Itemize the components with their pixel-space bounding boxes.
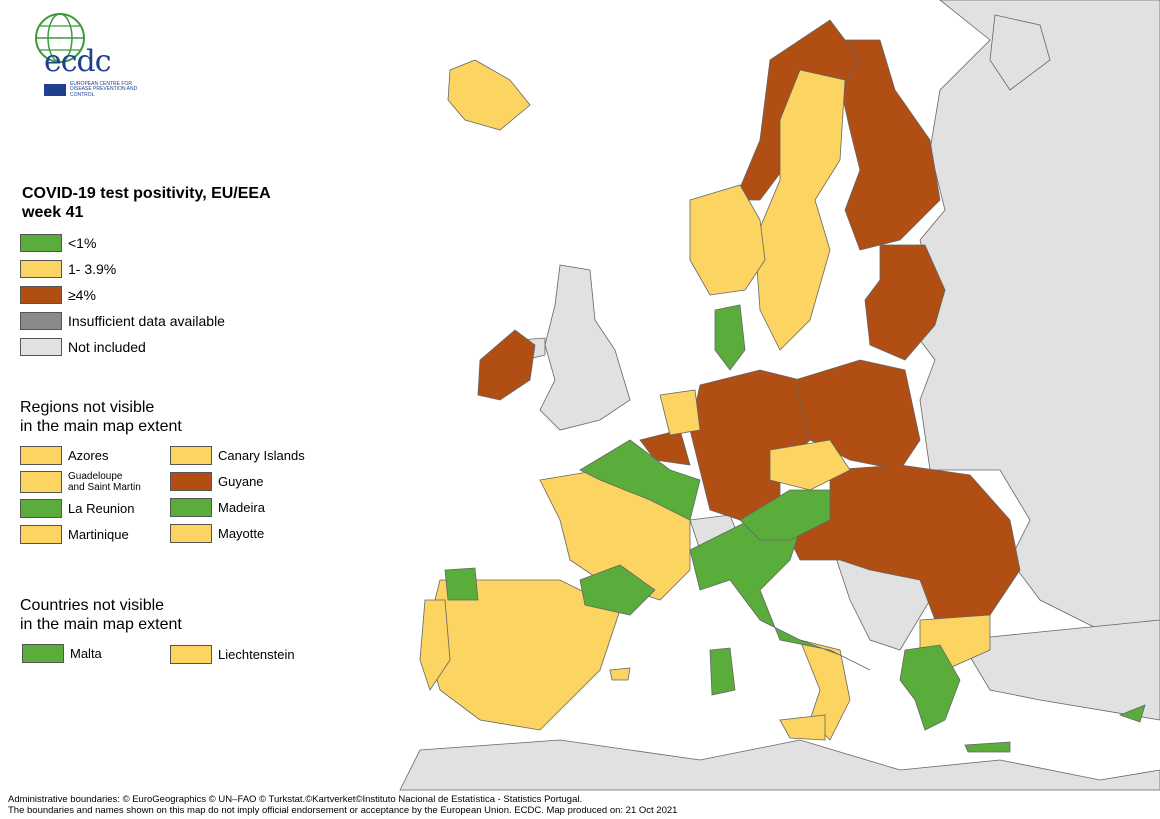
region-label: Canary Islands bbox=[218, 448, 305, 463]
region-swatch bbox=[20, 525, 62, 544]
region-azores: Azores bbox=[20, 446, 108, 465]
legend-swatch bbox=[20, 234, 62, 252]
region-canary-islands: Canary Islands bbox=[170, 446, 305, 465]
regions-section-title: Regions not visible in the main map exte… bbox=[20, 398, 260, 436]
legend-title-line1: COVID-19 test positivity, EU/EEA bbox=[22, 185, 271, 202]
legend-swatch bbox=[20, 260, 62, 278]
country-label: Malta bbox=[70, 646, 102, 661]
czechia bbox=[769, 439, 851, 491]
region-label: Mayotte bbox=[218, 526, 265, 541]
ireland bbox=[477, 329, 536, 401]
legend-item-label: ≥4% bbox=[68, 287, 96, 303]
country-label: Liechtenstein bbox=[218, 647, 295, 662]
galicia bbox=[444, 567, 479, 601]
footer-notes: Administrative boundaries: © EuroGeograp… bbox=[8, 794, 1148, 816]
balearic-islands bbox=[609, 667, 631, 681]
portugal bbox=[419, 599, 451, 691]
legend-item-not-included: Not included bbox=[20, 338, 146, 356]
legend-title: COVID-19 test positivity, EU/EEA week 41 bbox=[22, 184, 352, 222]
region-label: Azores bbox=[68, 448, 109, 463]
region-label-line1: Guadeloupe bbox=[68, 471, 123, 482]
region-swatch bbox=[20, 499, 62, 518]
france-south bbox=[579, 564, 656, 616]
cyprus bbox=[1118, 704, 1146, 723]
region-label: Madeira bbox=[218, 500, 265, 515]
southern-italy bbox=[799, 639, 851, 741]
belgium bbox=[639, 429, 691, 466]
legend-item-label: 1- 3.9% bbox=[68, 261, 117, 277]
legend-item-low: <1% bbox=[20, 234, 96, 252]
region-swatch bbox=[170, 446, 212, 465]
region-swatch bbox=[170, 498, 212, 517]
legend-item-label: Insufficient data available bbox=[68, 313, 225, 329]
greece bbox=[899, 644, 961, 731]
countries-title-line2: in the main map extent bbox=[20, 616, 182, 633]
legend-swatch bbox=[20, 338, 62, 356]
footer-line1: Administrative boundaries: © EuroGeograp… bbox=[8, 794, 583, 805]
region-label-line2: and Saint Martin bbox=[68, 482, 141, 493]
denmark bbox=[714, 304, 746, 371]
region-guadeloupe: Guadeloupe and Saint Martin bbox=[20, 471, 141, 493]
region-label: Guyane bbox=[218, 474, 264, 489]
country-swatch bbox=[170, 645, 212, 664]
logo-text: ecdc bbox=[44, 44, 112, 79]
legend-swatch bbox=[20, 312, 62, 330]
regions-title-line1: Regions not visible bbox=[20, 399, 155, 416]
norway-west-coast bbox=[989, 14, 1051, 91]
region-la-reunion: La Reunion bbox=[20, 499, 135, 518]
legend-item-label: <1% bbox=[68, 235, 97, 251]
region-swatch bbox=[170, 524, 212, 543]
france-north bbox=[579, 439, 701, 521]
region-label: Guadeloupe and Saint Martin bbox=[68, 471, 141, 493]
iceland bbox=[447, 59, 531, 131]
sardinia bbox=[709, 647, 736, 696]
ecdc-logo bbox=[22, 8, 142, 104]
region-mayotte: Mayotte bbox=[170, 524, 264, 543]
baltic-states bbox=[864, 244, 946, 361]
netherlands bbox=[659, 389, 701, 436]
legend-item-label: Not included bbox=[68, 339, 146, 355]
legend-item-medium: 1- 3.9% bbox=[20, 260, 116, 278]
region-swatch bbox=[20, 471, 62, 493]
low-positivity-areas bbox=[444, 304, 1146, 753]
sicily bbox=[779, 714, 826, 741]
finland bbox=[829, 39, 941, 251]
sweden bbox=[754, 69, 846, 351]
region-swatch bbox=[20, 446, 62, 465]
country-malta: Malta bbox=[22, 644, 102, 663]
regions-title-line2: in the main map extent bbox=[20, 418, 182, 435]
region-swatch bbox=[170, 472, 212, 491]
austria-slovenia bbox=[739, 489, 831, 541]
region-madeira: Madeira bbox=[170, 498, 265, 517]
eu-flag-icon bbox=[44, 84, 66, 96]
legend-swatch bbox=[20, 286, 62, 304]
crete bbox=[964, 741, 1011, 753]
country-liechtenstein: Liechtenstein bbox=[170, 645, 295, 664]
countries-section-title: Countries not visible in the main map ex… bbox=[20, 596, 260, 634]
region-label: Martinique bbox=[68, 527, 129, 542]
region-guyane: Guyane bbox=[170, 472, 264, 491]
north-africa bbox=[399, 739, 1160, 791]
country-swatch bbox=[22, 644, 64, 663]
footer-line2: The boundaries and names shown on this m… bbox=[8, 805, 678, 816]
norway-south bbox=[689, 184, 766, 296]
region-label: La Reunion bbox=[68, 501, 135, 516]
turkey bbox=[959, 619, 1160, 721]
region-martinique: Martinique bbox=[20, 525, 129, 544]
countries-title-line1: Countries not visible bbox=[20, 597, 165, 614]
great-britain bbox=[539, 264, 631, 431]
legend-item-high: ≥4% bbox=[20, 286, 96, 304]
logo-subtitle: EUROPEAN CENTRE FOR DISEASE PREVENTION A… bbox=[70, 81, 138, 98]
medium-positivity-areas bbox=[419, 59, 991, 741]
globe-icon bbox=[35, 13, 85, 63]
legend-title-line2: week 41 bbox=[22, 204, 84, 221]
legend-item-insufficient: Insufficient data available bbox=[20, 312, 225, 330]
